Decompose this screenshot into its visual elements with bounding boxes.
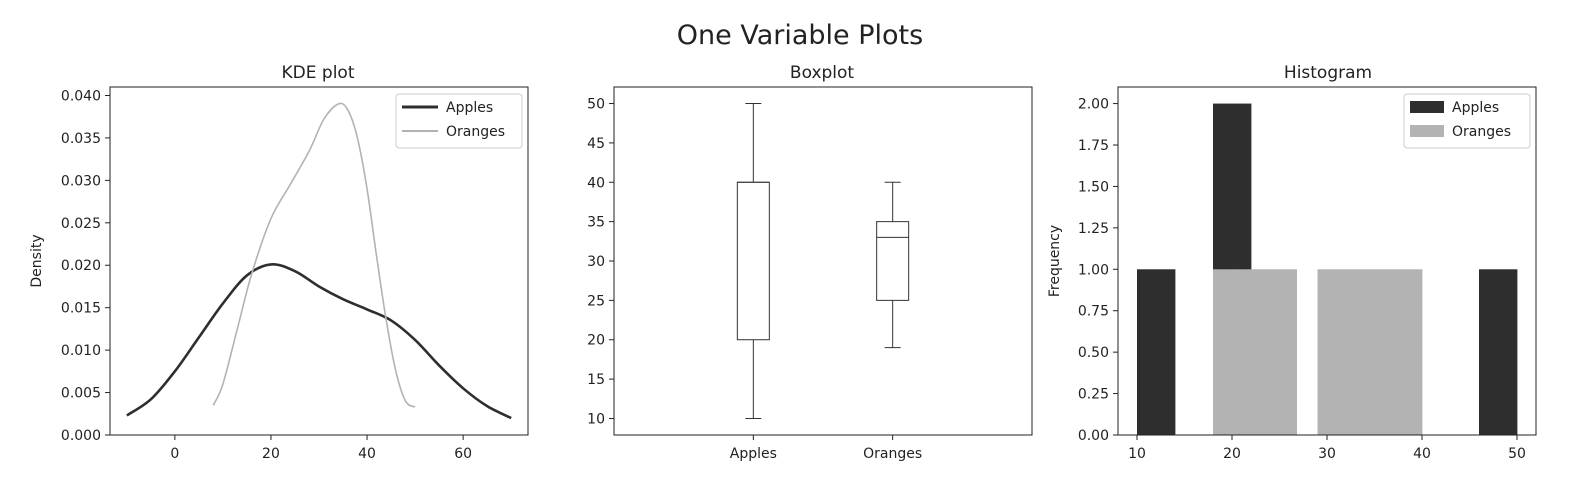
histogram-ytick-label: 1.00 (1078, 262, 1109, 278)
boxplot-ytick-label: 35 (587, 215, 605, 231)
hist-bar-oranges (1338, 269, 1360, 435)
kde-ytick-label: 0.025 (61, 216, 101, 232)
hist-bar-oranges (1213, 269, 1235, 435)
histogram-legend: Apples Oranges (1403, 93, 1531, 149)
boxplot-ytick-label: 45 (587, 136, 605, 152)
hist-bar-oranges (1275, 269, 1297, 435)
hist-bar-oranges (1401, 269, 1423, 435)
histogram-plot-area (1137, 103, 1518, 436)
kde-ytick-label: 0.005 (61, 386, 101, 402)
hist-bar-oranges (1317, 269, 1339, 435)
histogram-y-axis: 0.00 0.25 0.50 0.75 1.00 1.25 1.50 1.75 2.00 (1078, 97, 1118, 444)
kde-line-oranges (212, 102, 416, 408)
kde-panel: KDE plot 0 20 40 60 0.0000.0050.0100.0150.0… (29, 63, 529, 462)
histogram-ytick-label: 1.25 (1078, 221, 1109, 237)
hist-bar-oranges (1359, 269, 1381, 435)
kde-ytick-label: 0.010 (61, 343, 101, 359)
kde-ytick-label: 0.000 (61, 428, 101, 444)
hist-bar-apples (1137, 269, 1176, 435)
boxplot-y-axis: 10 15 20 25 30 35 40 45 50 (587, 97, 614, 427)
kde-ylabel: Density (29, 234, 45, 287)
kde-xtick-label: 0 (170, 446, 179, 462)
histogram-xtick-label: 20 (1223, 446, 1241, 462)
kde-ytick-label: 0.040 (61, 88, 101, 104)
histogram-ytick-label: 0.25 (1078, 387, 1109, 403)
histogram-legend-label-apples: Apples (1452, 100, 1499, 116)
box-apples (736, 103, 770, 419)
kde-x-axis: 0 20 40 60 (170, 435, 472, 462)
hist-bar-oranges (1380, 269, 1402, 435)
boxplot-ytick-label: 40 (587, 175, 605, 191)
histogram-ytick-label: 2.00 (1078, 97, 1109, 113)
kde-legend-label-apples: Apples (446, 100, 493, 116)
boxplot-axes-frame (613, 86, 1033, 436)
kde-legend-label-oranges: Oranges (446, 124, 505, 140)
boxplot-ytick-label: 30 (587, 254, 605, 270)
hist-bar-apples (1479, 269, 1518, 435)
boxplot-xtick-label: Oranges (863, 446, 922, 462)
boxplot-ytick-label: 10 (587, 411, 605, 427)
boxplot-ytick-label: 25 (587, 293, 605, 309)
histogram-xtick-label: 50 (1508, 446, 1526, 462)
histogram-x-axis: 10 20 30 40 50 (1128, 435, 1526, 462)
kde-plot-area (126, 102, 512, 420)
histogram-legend-swatch-oranges (1410, 125, 1444, 137)
histogram-legend-label-oranges: Oranges (1452, 124, 1511, 140)
hist-bar-oranges (1254, 269, 1277, 435)
boxplot-panel: Boxplot Apples Oranges 10 15 20 25 30 35 40 45 50 (587, 63, 1033, 462)
histogram-ytick-label: 1.75 (1078, 138, 1109, 154)
kde-axes-frame (109, 86, 529, 436)
kde-ytick-label: 0.020 (61, 258, 101, 274)
kde-legend: Apples Oranges (395, 93, 523, 149)
box-apples-iqr (736, 181, 770, 341)
boxplot-ytick-label: 20 (587, 333, 605, 349)
histogram-ytick-label: 1.50 (1078, 179, 1109, 195)
kde-title: KDE plot (282, 63, 355, 83)
histogram-panel: Histogram 10 20 30 40 50 0.00 0.25 0.50 0.75 1.0… (1047, 63, 1537, 462)
kde-ytick-label: 0.015 (61, 301, 101, 317)
histogram-xtick-label: 30 (1318, 446, 1336, 462)
histogram-ytick-label: 0.75 (1078, 304, 1109, 320)
box-oranges-iqr (876, 221, 910, 301)
histogram-ytick-label: 0.00 (1078, 428, 1109, 444)
boxplot-title: Boxplot (790, 63, 855, 83)
boxplot-plot-area (736, 103, 910, 419)
kde-xtick-label: 20 (262, 446, 280, 462)
kde-xtick-label: 40 (358, 446, 376, 462)
histogram-ytick-label: 0.50 (1078, 345, 1109, 361)
kde-ytick-label: 0.035 (61, 131, 101, 147)
boxplot-ytick-label: 15 (587, 372, 605, 388)
histogram-legend-swatch-apples (1410, 101, 1444, 113)
box-oranges (876, 181, 910, 349)
histogram-title: Histogram (1284, 63, 1372, 83)
histogram-ylabel: Frequency (1047, 225, 1063, 297)
boxplot-xtick-label: Apples (730, 446, 777, 462)
boxplot-ytick-label: 50 (587, 97, 605, 113)
kde-y-axis: 0.000 0.005 0.010 0.015 0.020 0.025 0.030 0.035… (61, 88, 110, 444)
figure-suptitle: One Variable Plots (677, 20, 923, 51)
histogram-xtick-label: 40 (1413, 446, 1431, 462)
kde-xtick-label: 60 (454, 446, 472, 462)
hist-bar-oranges (1233, 269, 1256, 435)
boxplot-x-axis: Apples Oranges (730, 435, 922, 462)
kde-ytick-label: 0.030 (61, 173, 101, 189)
histogram-xtick-label: 10 (1128, 446, 1146, 462)
kde-line-apples (126, 263, 512, 420)
